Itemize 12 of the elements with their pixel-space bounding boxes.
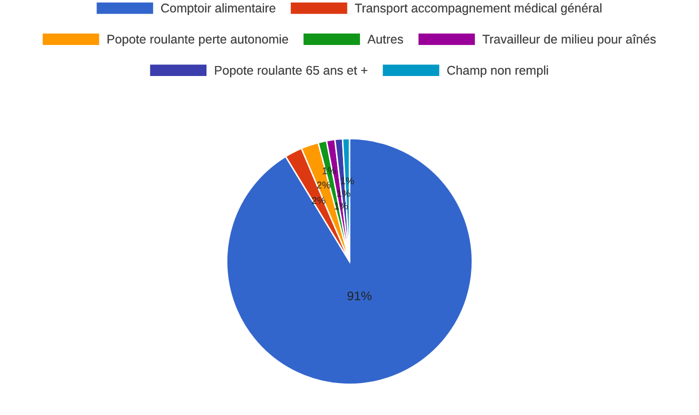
legend-label: Champ non rempli xyxy=(447,66,548,78)
legend-label: Travailleur de milieu pour aînés xyxy=(482,34,656,46)
data-label: 1% xyxy=(334,202,348,210)
legend-label: Autres xyxy=(367,34,404,44)
legend-label: Transport accompagnement médical général xyxy=(354,3,602,15)
data-label: 1% xyxy=(322,167,336,174)
legend-label: Comptoir alimentaire xyxy=(161,3,276,15)
pie-slice xyxy=(226,138,474,385)
data-label: 1% xyxy=(337,190,350,197)
legend-label: Popote roulante perte autonomie xyxy=(108,34,288,46)
data-label: 91% xyxy=(348,291,372,300)
legend-label: Popote roulante 65 ans et + xyxy=(215,66,368,78)
